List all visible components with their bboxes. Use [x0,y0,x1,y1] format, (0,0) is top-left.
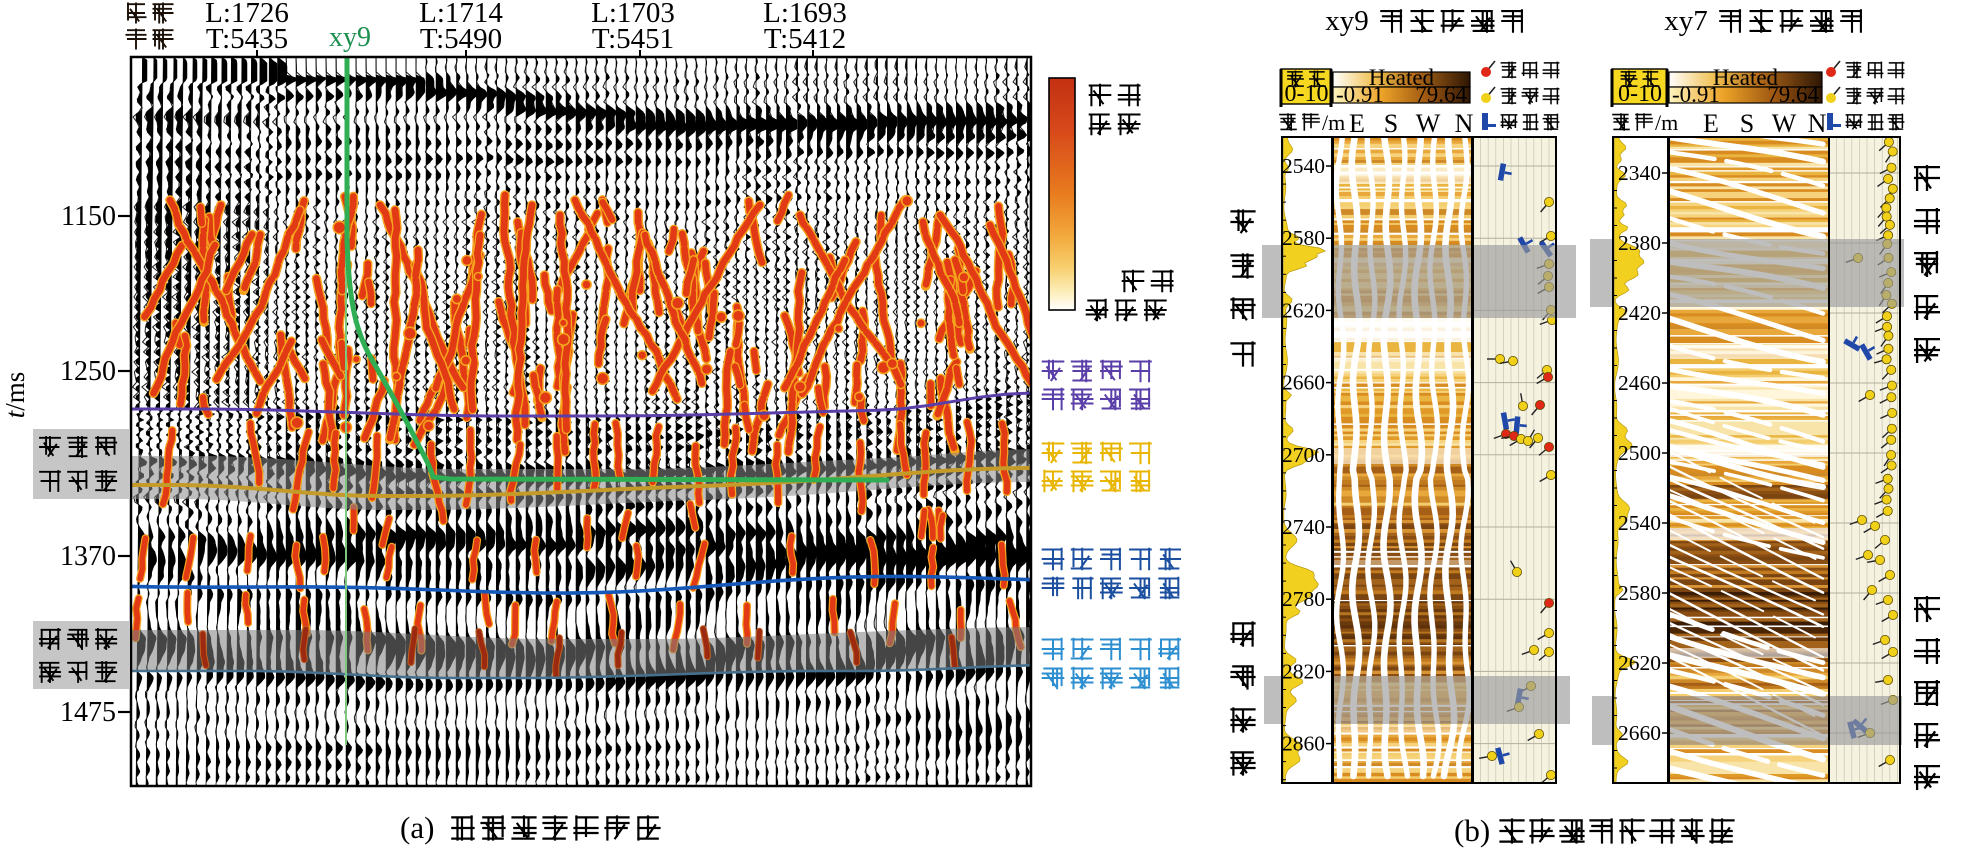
svg-text:2380: 2380 [1618,231,1661,255]
svg-text:/m: /m [1322,110,1345,135]
svg-text:W: W [1416,109,1441,138]
svg-text:2460: 2460 [1618,371,1661,395]
svg-text:N: N [1455,109,1474,138]
svg-text:t/ms: t/ms [0,372,30,419]
svg-text:2660: 2660 [1282,371,1325,395]
svg-text:2620: 2620 [1282,298,1325,322]
svg-text:2820: 2820 [1282,659,1325,683]
svg-text:2660: 2660 [1618,721,1661,745]
svg-text:2620: 2620 [1618,651,1661,675]
svg-text:L:1726: L:1726 [205,0,289,29]
svg-text:T:5412: T:5412 [764,23,846,55]
svg-text:T:5490: T:5490 [420,23,502,55]
svg-text:L:1703: L:1703 [591,0,675,29]
svg-text:2860: 2860 [1282,732,1325,756]
svg-text:S: S [1384,109,1398,138]
svg-text:N: N [1808,109,1827,138]
svg-text:0-10: 0-10 [1618,81,1662,107]
svg-text:-0.91: -0.91 [1672,82,1720,107]
svg-text:2540: 2540 [1618,511,1661,535]
svg-text:(b): (b) [1454,813,1490,848]
svg-text:1370: 1370 [60,541,116,572]
svg-text:1475: 1475 [60,697,116,728]
svg-text:2500: 2500 [1618,441,1661,465]
svg-text:1250: 1250 [60,356,116,387]
svg-text:Heated: Heated [1713,65,1779,90]
svg-text:T:5451: T:5451 [592,23,674,55]
svg-text:2580: 2580 [1282,226,1325,250]
svg-text:xy9: xy9 [329,22,371,53]
svg-text:79.64: 79.64 [1415,82,1467,107]
svg-text:xy7: xy7 [1664,5,1708,37]
svg-text:79.64: 79.64 [1767,82,1819,107]
svg-text:1150: 1150 [61,201,116,232]
svg-text:0-10: 0-10 [1285,81,1329,107]
svg-text:2540: 2540 [1282,154,1325,178]
svg-text:2740: 2740 [1282,515,1325,539]
svg-text:T:5435: T:5435 [206,23,288,55]
svg-text:2580: 2580 [1618,581,1661,605]
svg-text:-0.91: -0.91 [1336,82,1384,107]
svg-text:2700: 2700 [1282,443,1325,467]
svg-text:E: E [1349,109,1365,138]
svg-text:L:1693: L:1693 [763,0,847,29]
svg-text:2420: 2420 [1618,301,1661,325]
svg-text:W: W [1772,109,1797,138]
svg-text:2780: 2780 [1282,587,1325,611]
svg-text:/m: /m [1655,110,1678,135]
svg-text:xy9: xy9 [1325,5,1369,37]
svg-text:S: S [1740,109,1754,138]
svg-text:2340: 2340 [1618,161,1661,185]
svg-text:L:1714: L:1714 [419,0,503,29]
svg-text:(a): (a) [400,810,434,845]
svg-text:E: E [1703,109,1719,138]
svg-text:Heated: Heated [1369,65,1435,90]
